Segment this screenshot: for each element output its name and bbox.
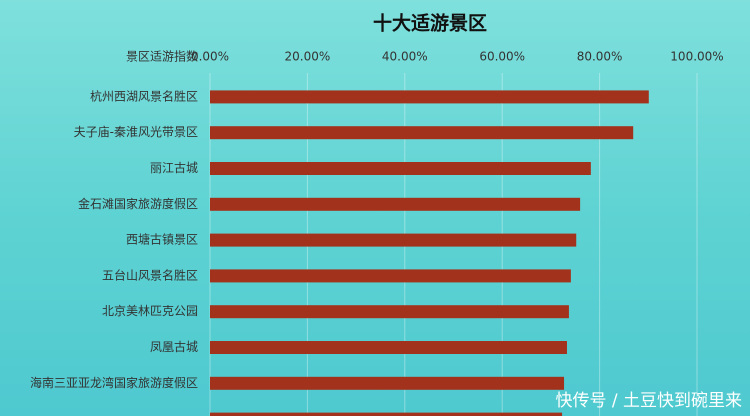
x-tick-label: 100.00% — [670, 50, 723, 64]
watermark: 快传号 / 土豆快到碗里来 — [555, 391, 742, 411]
bar — [210, 269, 571, 283]
x-tick-label: 20.00% — [285, 50, 331, 64]
axis-label: 景区适游指数 — [126, 49, 198, 64]
bar — [210, 90, 649, 104]
x-tick-label: 80.00% — [577, 50, 623, 64]
y-tick-label: 北京美林匹克公园 — [102, 304, 198, 318]
bar — [210, 197, 581, 211]
bar — [210, 341, 567, 354]
bar — [210, 305, 569, 319]
x-tick-label: 0.00% — [191, 50, 229, 64]
y-tick-label: 西塘古镇景区 — [126, 232, 198, 247]
bar — [210, 412, 563, 416]
x-tick-label: 60.00% — [479, 50, 525, 64]
y-tick-label: 凤凰古城 — [150, 339, 198, 354]
bar — [210, 162, 591, 175]
bar — [210, 233, 577, 247]
chart-title: 十大适游景区 — [373, 12, 487, 35]
y-tick-label: 丽江古城 — [150, 160, 198, 175]
bar — [210, 376, 565, 390]
y-tick-label: 金石滩国家旅游度假区 — [78, 196, 198, 211]
x-tick-label: 40.00% — [382, 50, 428, 64]
y-tick-label: 五台山风景名胜区 — [102, 267, 198, 282]
y-tick-label: 夫子庙-秦淮风光带景区 — [74, 125, 198, 139]
y-tick-label: 海南三亚亚龙湾国家旅游度假区 — [30, 375, 198, 390]
bar — [210, 126, 634, 140]
y-tick-label: 杭州西湖风景名胜区 — [90, 88, 198, 103]
